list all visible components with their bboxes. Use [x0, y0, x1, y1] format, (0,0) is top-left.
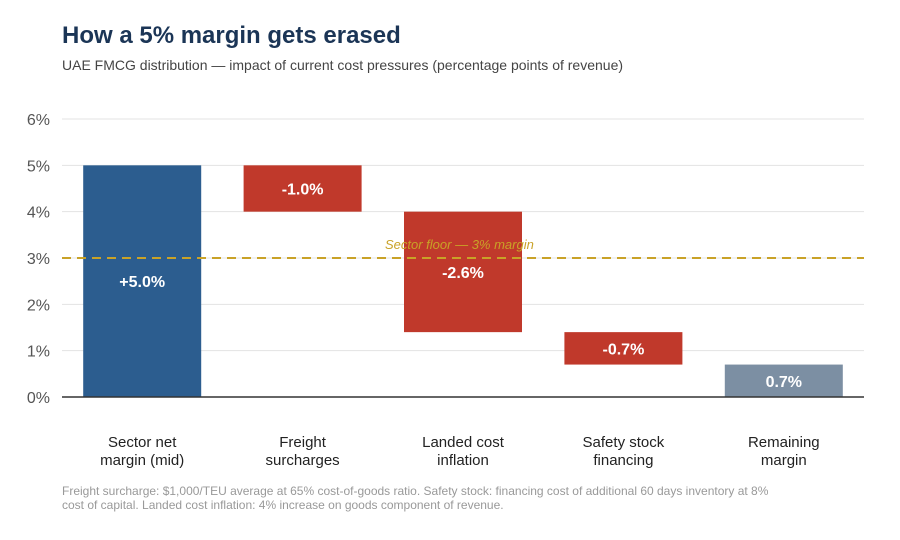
footnote: Freight surcharge: $1,000/TEU average at…: [62, 484, 769, 512]
bar-value-label: +5.0%: [119, 274, 165, 291]
x-category-label: Safety stock: [583, 434, 665, 451]
x-category-label: financing: [593, 452, 653, 469]
y-tick-label: 0%: [27, 390, 50, 407]
x-category-label: surcharges: [265, 452, 339, 469]
y-tick-label: 4%: [27, 205, 50, 222]
x-category-label: margin: [761, 452, 807, 469]
x-category-label: Landed cost: [422, 434, 505, 451]
y-tick-label: 1%: [27, 344, 50, 361]
bar-value-label: -1.0%: [282, 182, 324, 199]
x-category-label: Freight: [279, 434, 327, 451]
x-category-label: Sector net: [108, 434, 177, 451]
y-tick-label: 3%: [27, 251, 50, 268]
y-tick-label: 5%: [27, 158, 50, 175]
waterfall-bar: [564, 332, 683, 365]
waterfall-bar: [83, 165, 202, 397]
chart-subtitle: UAE FMCG distribution — impact of curren…: [62, 57, 624, 73]
waterfall-bar: [724, 364, 843, 397]
bar-value-label: -2.6%: [442, 265, 484, 282]
chart-title: How a 5% margin gets erased: [62, 22, 401, 49]
y-tick-label: 6%: [27, 112, 50, 129]
y-tick-label: 2%: [27, 297, 50, 314]
x-category-label: inflation: [437, 452, 489, 469]
reference-line-label: Sector floor — 3% margin: [385, 237, 534, 252]
bar-value-label: 0.7%: [766, 374, 802, 391]
waterfall-bar: [404, 211, 522, 333]
bar-value-label: -0.7%: [603, 341, 645, 358]
x-category-label: Remaining: [748, 434, 820, 451]
x-category-label: margin (mid): [100, 452, 184, 469]
waterfall-bar: [243, 165, 362, 212]
